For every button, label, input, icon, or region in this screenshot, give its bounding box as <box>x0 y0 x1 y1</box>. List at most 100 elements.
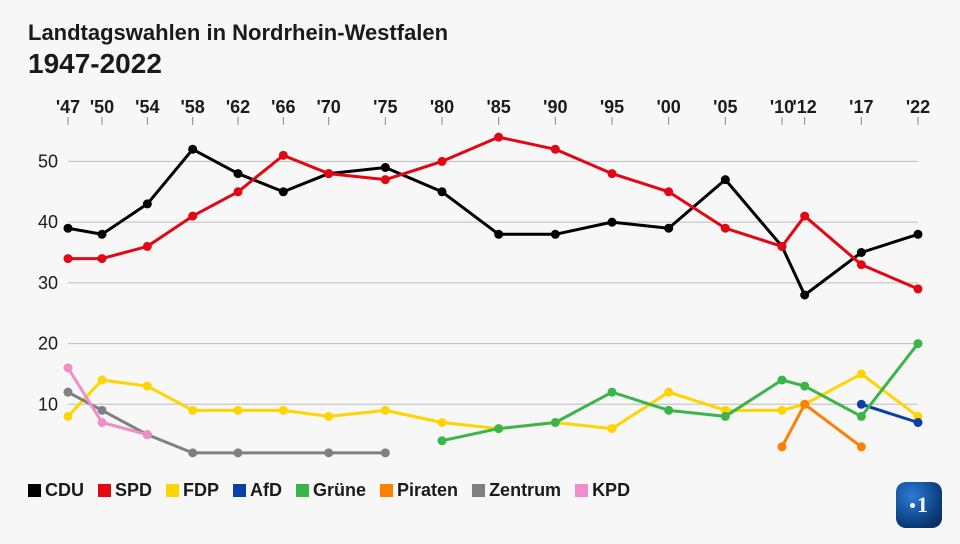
svg-text:'66: '66 <box>271 97 295 117</box>
series-marker-spd <box>98 254 107 263</box>
svg-text:'22: '22 <box>906 97 930 117</box>
series-marker-spd <box>64 254 73 263</box>
series-marker-cdu <box>914 230 923 239</box>
legend-item-grüne: Grüne <box>296 480 366 501</box>
legend-swatch-spd <box>98 484 111 497</box>
series-marker-cdu <box>234 169 243 178</box>
series-marker-afd <box>857 400 866 409</box>
series-marker-zentrum <box>381 448 390 457</box>
legend-item-kpd: KPD <box>575 480 630 501</box>
legend-label-grüne: Grüne <box>313 480 366 501</box>
svg-text:40: 40 <box>38 212 58 232</box>
series-marker-zentrum <box>64 388 73 397</box>
legend-item-zentrum: Zentrum <box>472 480 561 501</box>
legend: CDU SPD FDP AfD Grüne Piraten Zentrum KPD <box>28 480 630 501</box>
series-marker-spd <box>324 169 333 178</box>
svg-text:30: 30 <box>38 273 58 293</box>
series-marker-kpd <box>64 363 73 372</box>
series-marker-spd <box>381 175 390 184</box>
series-marker-piraten <box>857 442 866 451</box>
svg-text:'80: '80 <box>430 97 454 117</box>
series-marker-spd <box>551 145 560 154</box>
series-marker-cdu <box>494 230 503 239</box>
svg-text:'54: '54 <box>135 97 159 117</box>
series-marker-zentrum <box>98 406 107 415</box>
series-marker-spd <box>188 212 197 221</box>
series-marker-cdu <box>721 175 730 184</box>
series-marker-spd <box>608 169 617 178</box>
series-marker-cdu <box>664 224 673 233</box>
svg-text:'70: '70 <box>317 97 341 117</box>
series-marker-cdu <box>381 163 390 172</box>
series-marker-grüne <box>664 406 673 415</box>
logo-digit: 1 <box>917 492 928 518</box>
series-marker-spd <box>234 187 243 196</box>
legend-label-fdp: FDP <box>183 480 219 501</box>
chart-container: 1020304050'47'50'54'58'62'66'70'75'80'85… <box>28 95 932 465</box>
series-marker-fdp <box>64 412 73 421</box>
series-line-grüne <box>442 344 918 441</box>
series-marker-grüne <box>800 382 809 391</box>
legend-swatch-afd <box>233 484 246 497</box>
series-marker-spd <box>438 157 447 166</box>
svg-text:'12: '12 <box>793 97 817 117</box>
legend-label-afd: AfD <box>250 480 282 501</box>
series-marker-cdu <box>188 145 197 154</box>
series-marker-spd <box>857 260 866 269</box>
line-chart-svg: 1020304050'47'50'54'58'62'66'70'75'80'85… <box>28 95 932 465</box>
series-marker-spd <box>664 187 673 196</box>
legend-swatch-piraten <box>380 484 393 497</box>
legend-label-zentrum: Zentrum <box>489 480 561 501</box>
series-marker-cdu <box>279 187 288 196</box>
series-marker-fdp <box>234 406 243 415</box>
series-marker-cdu <box>98 230 107 239</box>
series-marker-fdp <box>664 388 673 397</box>
series-marker-piraten <box>778 442 787 451</box>
series-marker-cdu <box>438 187 447 196</box>
series-marker-fdp <box>857 369 866 378</box>
series-marker-fdp <box>778 406 787 415</box>
legend-label-kpd: KPD <box>592 480 630 501</box>
svg-text:'17: '17 <box>849 97 873 117</box>
svg-text:10: 10 <box>38 394 58 414</box>
series-marker-fdp <box>324 412 333 421</box>
series-marker-cdu <box>64 224 73 233</box>
series-marker-grüne <box>721 412 730 421</box>
svg-text:'95: '95 <box>600 97 624 117</box>
legend-item-cdu: CDU <box>28 480 84 501</box>
logo-bullet-icon <box>910 503 915 508</box>
legend-swatch-fdp <box>166 484 179 497</box>
svg-text:'75: '75 <box>373 97 397 117</box>
logo-text: 1 <box>910 492 928 518</box>
series-marker-fdp <box>381 406 390 415</box>
svg-text:'90: '90 <box>543 97 567 117</box>
series-marker-afd <box>914 418 923 427</box>
series-line-kpd <box>68 368 147 435</box>
legend-swatch-grüne <box>296 484 309 497</box>
series-marker-grüne <box>914 339 923 348</box>
series-marker-fdp <box>608 424 617 433</box>
series-marker-kpd <box>98 418 107 427</box>
svg-text:'10: '10 <box>770 97 794 117</box>
series-marker-fdp <box>143 382 152 391</box>
legend-label-cdu: CDU <box>45 480 84 501</box>
legend-label-spd: SPD <box>115 480 152 501</box>
svg-text:'47: '47 <box>56 97 80 117</box>
series-marker-fdp <box>279 406 288 415</box>
series-marker-cdu <box>857 248 866 257</box>
broadcaster-logo: 1 <box>896 482 942 528</box>
chart-title: Landtagswahlen in Nordrhein-Westfalen <box>28 20 448 46</box>
svg-text:50: 50 <box>38 151 58 171</box>
svg-text:'00: '00 <box>657 97 681 117</box>
legend-swatch-zentrum <box>472 484 485 497</box>
series-marker-grüne <box>494 424 503 433</box>
series-line-zentrum <box>68 392 385 453</box>
series-marker-zentrum <box>234 448 243 457</box>
svg-text:20: 20 <box>38 334 58 354</box>
legend-swatch-cdu <box>28 484 41 497</box>
legend-swatch-kpd <box>575 484 588 497</box>
series-marker-spd <box>800 212 809 221</box>
series-marker-grüne <box>438 436 447 445</box>
legend-item-piraten: Piraten <box>380 480 458 501</box>
series-marker-zentrum <box>324 448 333 457</box>
